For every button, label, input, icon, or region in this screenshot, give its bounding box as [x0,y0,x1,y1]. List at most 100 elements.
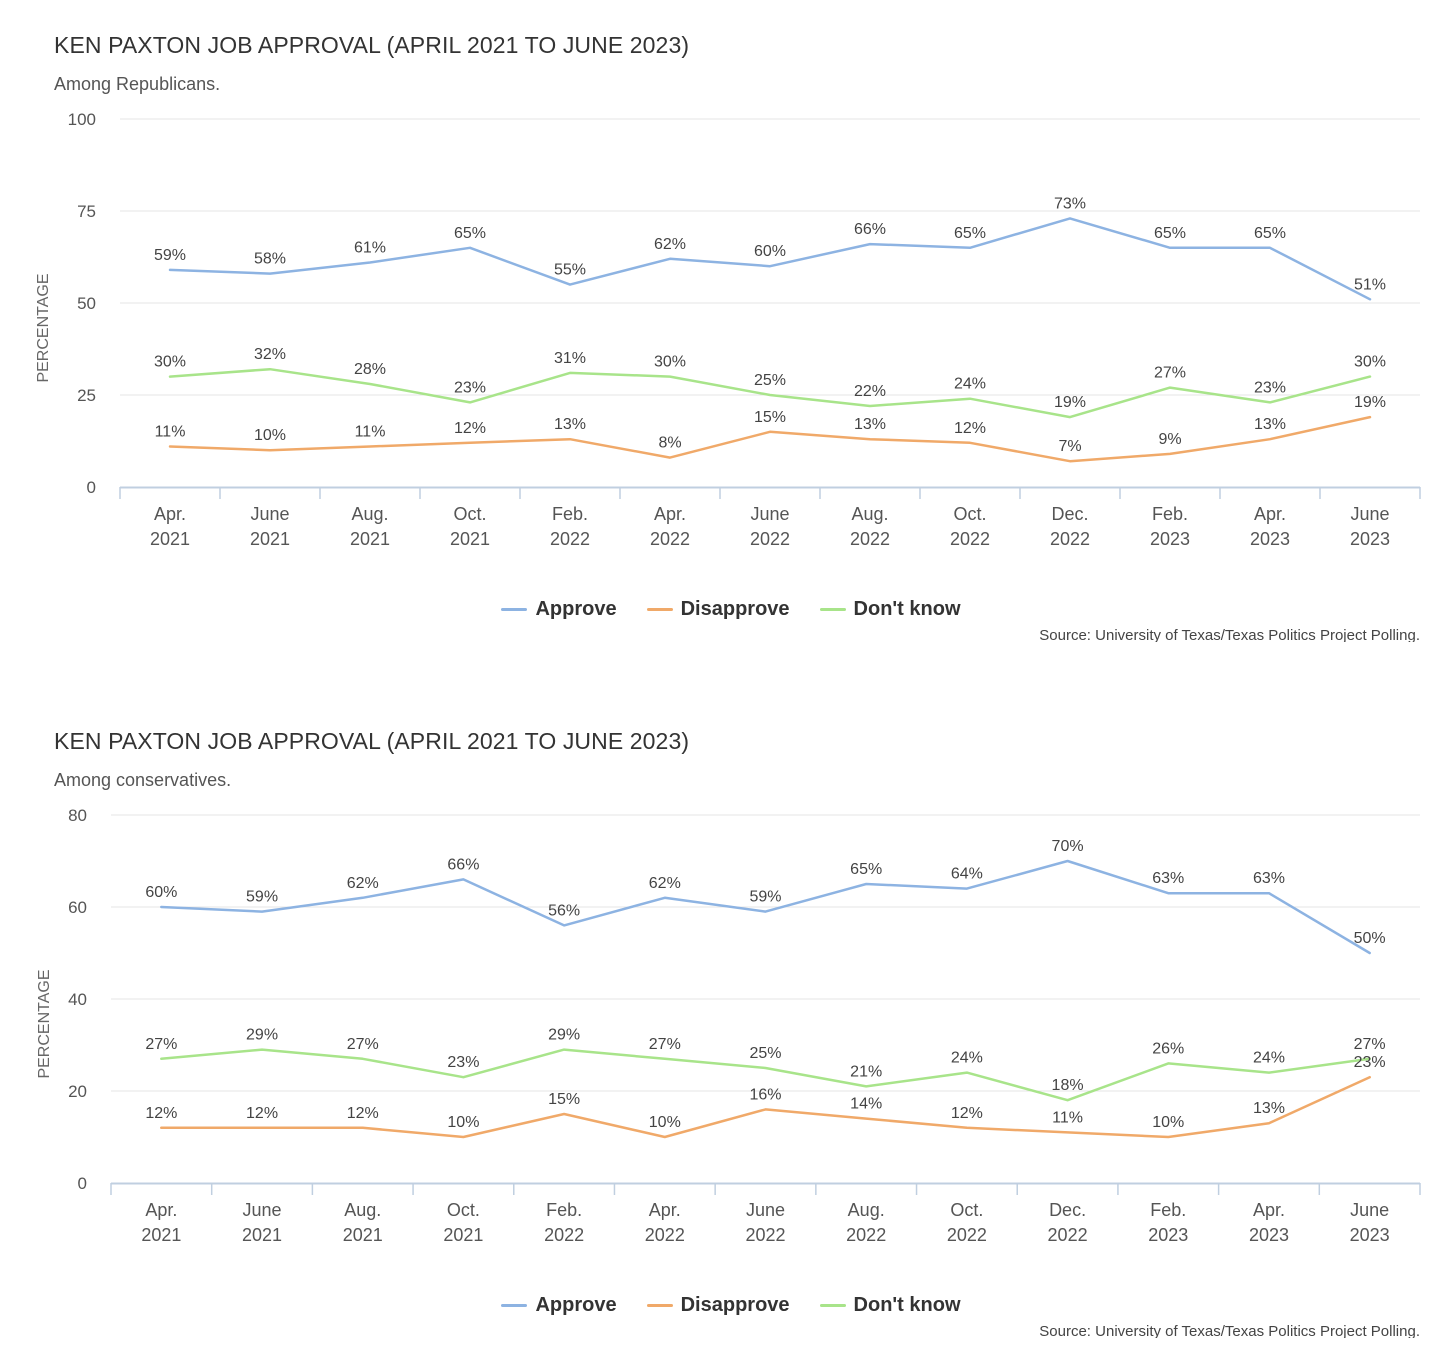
data-label-dont-know: 24% [951,1050,983,1067]
data-label-disapprove: 10% [254,427,286,444]
x-tick-label: June 2023 [1350,504,1390,549]
data-label-dont-know: 24% [1253,1050,1285,1067]
x-tick-label: Feb. 2022 [544,1200,584,1245]
data-label-disapprove: 13% [554,416,586,433]
chart-legend: Approve Disapprove Don't know [0,1292,1436,1318]
data-label-disapprove: 15% [548,1091,580,1108]
data-label-disapprove: 10% [649,1114,681,1131]
data-label-dont-know: 32% [254,346,286,363]
data-label-disapprove: 12% [347,1105,379,1122]
y-tick-label: 0 [78,1174,87,1193]
data-label-disapprove: 14% [850,1096,882,1113]
x-tick-label: Aug. 2022 [850,504,890,549]
x-tick-label: Apr. 2021 [150,504,190,549]
data-label-disapprove: 12% [145,1105,177,1122]
y-tick-label: 50 [77,294,96,313]
data-label-approve: 55% [554,262,586,279]
data-label-approve: 58% [254,251,286,268]
x-tick-label: Oct. 2021 [450,504,490,549]
x-tick-label: Aug. 2021 [343,1200,383,1245]
x-tick-label: June 2021 [250,504,290,549]
legend-label: Approve [535,1293,617,1316]
data-label-disapprove: 16% [749,1086,781,1103]
data-label-dont-know: 23% [447,1054,479,1071]
y-tick-label: 100 [68,110,96,129]
x-tick-label: Aug. 2022 [846,1200,886,1245]
chart-republicans: 0 25 50 75 100 PERCENTAGE Apr. 2021 June 2021 Aug.… [35,110,1421,549]
series-line-dont-know [168,367,1372,419]
data-label-approve: 64% [951,866,983,883]
data-label-approve: 65% [850,861,882,878]
data-label-dont-know: 25% [749,1045,781,1062]
x-tick-label: Oct. 2022 [947,1200,987,1245]
y-tick-label: 25 [77,386,96,405]
data-label-dont-know: 26% [1152,1040,1184,1057]
legend-item-approve[interactable]: Approve [501,1293,617,1317]
data-label-approve: 60% [145,884,177,901]
data-label-disapprove: 19% [1354,394,1386,411]
data-label-dont-know: 27% [347,1036,379,1053]
x-tick-label: Feb. 2023 [1150,504,1190,549]
data-label-dont-know: 21% [850,1063,882,1080]
data-label-approve: 65% [954,225,986,242]
data-label-dont-know: 27% [1354,1036,1386,1053]
x-tick-label: June 2021 [242,1200,282,1245]
x-tick-label: Dec. 2022 [1050,504,1090,549]
legend-swatch-dont-know [819,1303,846,1307]
series-line-disapprove [168,415,1372,463]
data-label-disapprove: 12% [246,1105,278,1122]
x-tick-label: Apr. 2022 [645,1200,685,1245]
data-label-disapprove: 7% [1058,438,1081,455]
data-label-dont-know: 25% [754,372,786,389]
data-label-approve: 59% [749,889,781,906]
data-label-dont-know: 30% [154,354,186,371]
data-label-disapprove: 13% [854,416,886,433]
series-line-approve [160,859,1371,955]
x-tick-label: Aug. 2021 [350,504,390,549]
data-label-disapprove: 15% [754,409,786,426]
chart-subtitle: Among conservatives. [54,770,232,790]
data-label-disapprove: 23% [1354,1054,1386,1071]
legend-swatch-disapprove [646,607,673,611]
data-label-approve: 59% [154,247,186,264]
legend-item-disapprove[interactable]: Disapprove [646,1294,790,1317]
chart-source: Source: University of Texas/Texas Politi… [1039,1323,1420,1338]
data-label-disapprove: 11% [355,424,386,441]
x-tick-label: Feb. 2022 [550,504,590,549]
legend-item-approve[interactable]: Approve [501,597,617,621]
chart-title: KEN PAXTON JOB APPROVAL (APRIL 2021 TO J… [54,32,690,58]
legend-item-dont-know[interactable]: Don't know [819,1294,961,1317]
legend-item-dont-know[interactable]: Don't know [819,598,961,621]
y-tick-label: 80 [68,806,87,825]
data-label-dont-know: 29% [246,1027,278,1044]
data-label-approve: 60% [754,243,786,260]
data-label-disapprove: 12% [454,420,486,437]
legend-swatch-approve [501,1303,528,1307]
y-tick-label: 0 [87,478,96,497]
x-tick-label: June 2022 [750,504,790,549]
series-line-disapprove [160,1075,1371,1139]
y-axis-title: PERCENTAGE [35,273,52,382]
data-label-dont-know: 23% [454,379,486,396]
data-label-approve: 65% [1154,225,1186,242]
y-tick-label: 40 [68,990,87,1009]
data-label-dont-know: 30% [654,354,686,371]
data-label-approve: 56% [548,902,580,919]
chart-source: Source: University of Texas/Texas Politi… [1039,627,1420,642]
data-label-disapprove: 10% [447,1114,479,1131]
data-label-disapprove: 9% [1158,431,1181,448]
x-tick-label: Oct. 2021 [443,1200,483,1245]
data-label-dont-know: 19% [1054,394,1086,411]
x-tick-label: June 2022 [745,1200,785,1245]
data-label-approve: 65% [454,225,486,242]
chart-conservatives: 0 20 40 60 80 PERCENTAGE Apr. 2021 June 2021 Aug. 2… [36,806,1421,1245]
legend-swatch-disapprove [646,1303,673,1307]
y-tick-label: 75 [77,202,96,221]
data-label-dont-know: 27% [649,1036,681,1053]
legend-label: Approve [535,597,617,620]
data-label-approve: 62% [654,236,686,253]
data-label-approve: 73% [1054,195,1086,212]
legend-item-disapprove[interactable]: Disapprove [646,598,790,621]
data-label-dont-know: 27% [1154,365,1186,382]
data-label-dont-know: 29% [548,1027,580,1044]
